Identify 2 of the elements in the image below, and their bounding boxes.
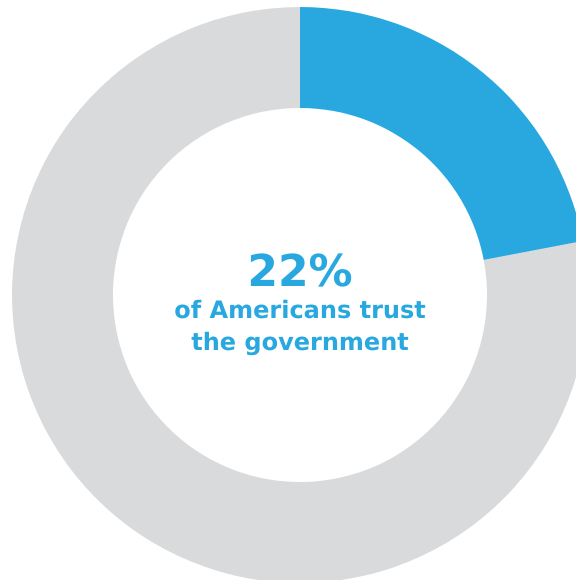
- text: of Americans trust the government: [174, 296, 426, 356]
- text: 22%: [247, 246, 353, 297]
